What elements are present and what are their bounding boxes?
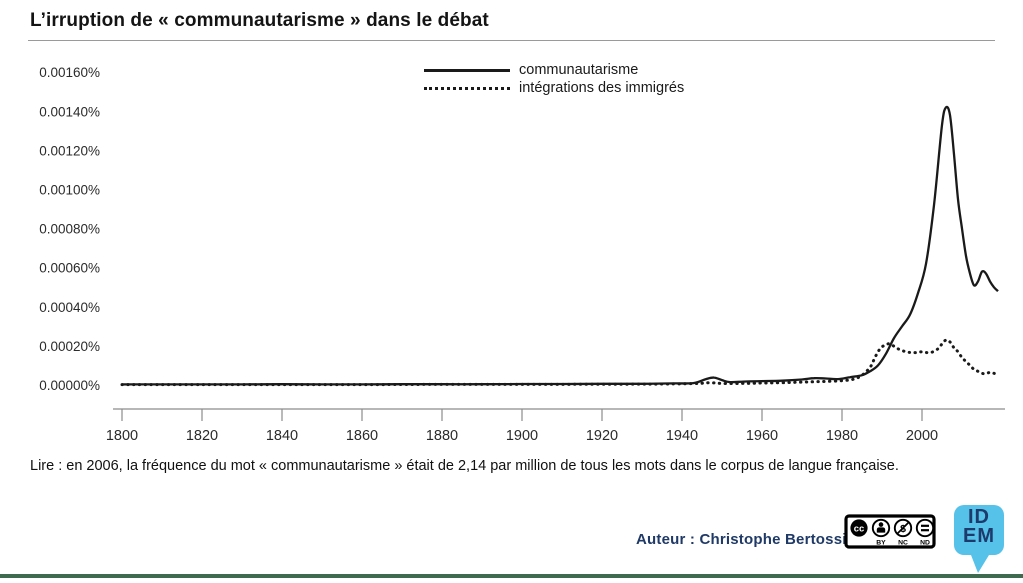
svg-text:0.00100%: 0.00100% (39, 183, 100, 198)
cc-by-nc-nd-license-badge: cc $ BY NC ND (844, 514, 936, 549)
non-commercial-icon: $ (893, 518, 913, 538)
author-credit: Auteur : Christophe Bertossi (636, 531, 847, 548)
svg-text:1840: 1840 (266, 428, 298, 444)
svg-text:cc: cc (854, 523, 865, 534)
frequency-chart: 0.00160% 0.00140% 0.00120% 0.00100% 0.00080%… (39, 65, 1005, 444)
svg-text:0.00120%: 0.00120% (39, 143, 100, 158)
page-title: L’irruption de « communautarisme » dans … (30, 10, 489, 31)
svg-text:2000: 2000 (906, 428, 938, 444)
cc-icon: cc (850, 519, 868, 537)
svg-text:0.00040%: 0.00040% (39, 300, 100, 315)
solid-line-swatch (424, 68, 510, 72)
idem-logo: ID EM (954, 505, 1004, 573)
svg-text:1940: 1940 (666, 428, 698, 444)
svg-text:1980: 1980 (826, 428, 858, 444)
svg-text:1800: 1800 (106, 428, 138, 444)
svg-text:BY: BY (876, 540, 886, 547)
title-divider (28, 40, 995, 41)
dotted-line-swatch (424, 86, 510, 90)
svg-text:1960: 1960 (746, 428, 778, 444)
svg-text:0.00160%: 0.00160% (39, 65, 100, 80)
no-derivatives-icon (915, 518, 935, 538)
svg-text:1860: 1860 (346, 428, 378, 444)
legend-label: communautarisme (519, 62, 639, 78)
frequency-chart-area: 0.00160% 0.00140% 0.00120% 0.00100% 0.00080%… (39, 61, 1005, 444)
legend-item-integrations: intégrations des immigrés (424, 79, 684, 97)
svg-text:1900: 1900 (506, 428, 538, 444)
svg-text:0.00060%: 0.00060% (39, 261, 100, 276)
svg-text:0.00140%: 0.00140% (39, 104, 100, 119)
bottom-accent-bar (0, 574, 1023, 578)
svg-text:0.00020%: 0.00020% (39, 339, 100, 354)
chart-legend: communautarisme intégrations des immigré… (424, 61, 684, 97)
svg-text:1920: 1920 (586, 428, 618, 444)
svg-text:NC: NC (898, 540, 908, 547)
reading-note: Lire : en 2006, la fréquence du mot « co… (30, 458, 899, 474)
legend-label: intégrations des immigrés (519, 80, 685, 96)
svg-text:0.00080%: 0.00080% (39, 222, 100, 237)
svg-text:ND: ND (920, 540, 930, 547)
legend-item-communautarisme: communautarisme (424, 61, 684, 79)
attribution-icon (871, 518, 891, 538)
svg-text:1820: 1820 (186, 428, 218, 444)
svg-text:1880: 1880 (426, 428, 458, 444)
svg-text:0.00000%: 0.00000% (39, 378, 100, 393)
svg-text:EM: EM (963, 525, 995, 547)
svg-text:ID: ID (968, 506, 990, 528)
